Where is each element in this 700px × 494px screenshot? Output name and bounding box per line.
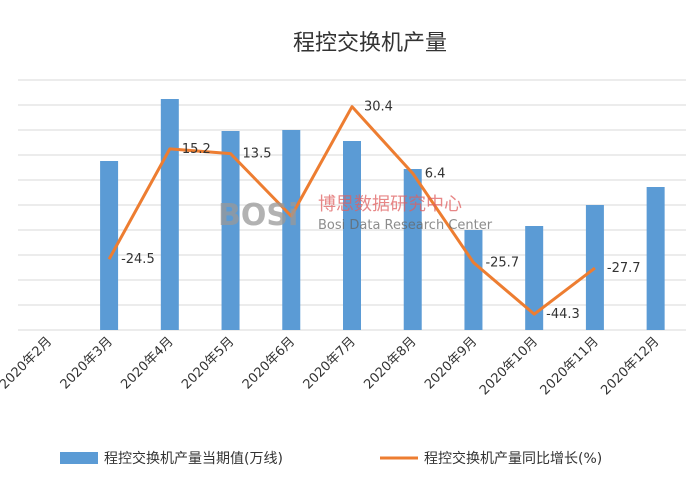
- x-tick-label: 2020年7月: [301, 334, 359, 392]
- bar: [403, 169, 422, 330]
- data-label: 30.4: [364, 100, 393, 115]
- x-tick-label: 2020年5月: [179, 334, 237, 392]
- bar: [221, 131, 240, 330]
- x-tick-label: 2020年12月: [598, 334, 662, 398]
- watermark-english: Bosi Data Research Center: [318, 218, 493, 233]
- data-label: -25.7: [485, 256, 519, 271]
- chart-title: 程控交换机产量: [293, 31, 447, 56]
- data-label: -44.3: [546, 307, 580, 322]
- line: [107, 105, 596, 316]
- legend-label: 程控交换机产量当期值(万线): [104, 450, 283, 467]
- bar: [585, 205, 604, 330]
- legend-label: 程控交换机产量同比增长(%): [424, 450, 602, 467]
- bar: [525, 226, 544, 330]
- data-label: -27.7: [607, 261, 641, 276]
- x-tick-label: 2020年10月: [477, 334, 541, 398]
- bar: [160, 99, 179, 330]
- bar: [343, 141, 361, 330]
- bar: [646, 187, 665, 330]
- x-tick-label: 2020年6月: [240, 334, 298, 392]
- legend-swatch: [60, 452, 98, 464]
- data-label: 15.2: [182, 142, 211, 157]
- watermark: BOSi 博思数据研究中心 Bosi Data Research Center: [218, 194, 493, 233]
- watermark-name: 博思数据研究中心: [318, 194, 462, 215]
- x-tick-label: 2020年9月: [422, 334, 480, 392]
- bar: [464, 230, 483, 330]
- data-label: 6.4: [425, 166, 446, 181]
- x-tick-label: 2020年4月: [118, 334, 176, 392]
- x-tick-label: 2020年3月: [58, 334, 116, 392]
- bar: [282, 130, 301, 330]
- x-tick-label: 2020年8月: [361, 334, 419, 392]
- x-tick-label: 2020年11月: [538, 334, 602, 398]
- x-tick-label: 2020年2月: [0, 334, 55, 392]
- data-label: -24.5: [121, 252, 155, 267]
- watermark-logo: BOSi: [218, 198, 298, 233]
- data-label: 13.5: [243, 147, 272, 162]
- bar: [100, 161, 119, 330]
